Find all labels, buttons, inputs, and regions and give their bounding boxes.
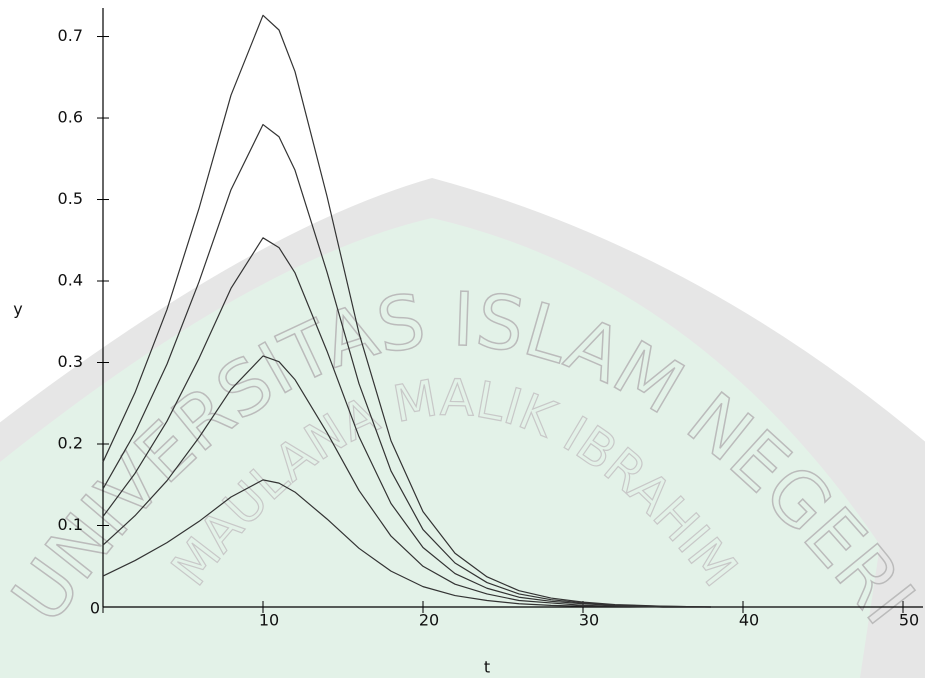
x-axis-label: t — [484, 658, 490, 677]
line-series — [102, 14, 712, 608]
y-tick-label: 0.5 — [58, 189, 83, 208]
y-tick-label: 0.1 — [58, 515, 83, 534]
y-tick-label: 0.3 — [58, 352, 83, 371]
line-series — [102, 355, 711, 608]
y-tick-label: 0.4 — [58, 271, 83, 290]
y-tick-label: 0.2 — [58, 434, 83, 453]
x-tick-label: 40 — [739, 611, 759, 630]
x-tick-label: 20 — [419, 611, 439, 630]
line-series — [102, 479, 711, 608]
line-series — [102, 123, 712, 608]
watermark-dome — [0, 218, 880, 678]
y-axis-label: y — [13, 300, 22, 319]
x-tick-label: 0 — [90, 599, 100, 618]
x-tick-label: 30 — [579, 611, 599, 630]
y-tick-label: 0.6 — [58, 108, 83, 127]
watermark: UNIVERSITAS ISLAM NEGERI MAULANA MALIK I… — [0, 178, 925, 678]
x-tick-label: 50 — [899, 611, 919, 630]
x-tick-label: 10 — [259, 611, 279, 630]
y-tick-label: 0.7 — [58, 26, 83, 45]
line-series — [102, 237, 711, 608]
